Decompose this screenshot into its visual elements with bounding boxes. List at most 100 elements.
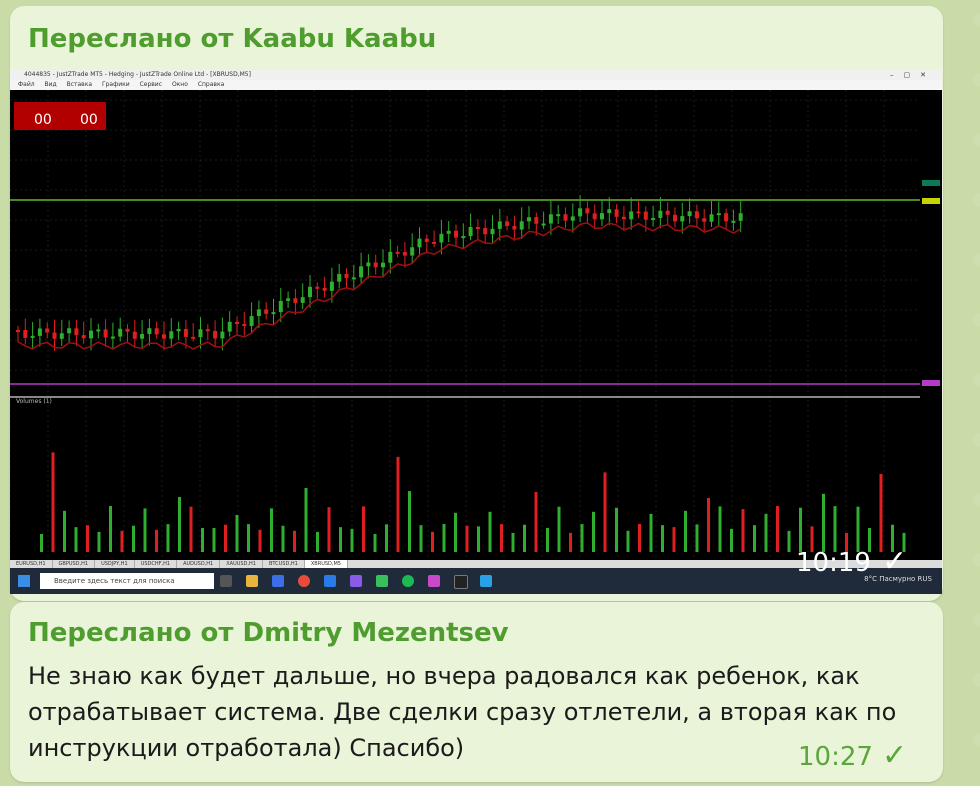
app-icon[interactable]: [428, 575, 440, 587]
volume-bar: [741, 509, 745, 552]
volume-bar: [235, 514, 239, 552]
volume-bar: [247, 524, 250, 552]
candle-body: [154, 328, 159, 335]
menu-item[interactable]: Справка: [197, 81, 225, 88]
candle-body: [548, 214, 553, 224]
candle-body: [118, 328, 123, 337]
volume-bar: [661, 525, 664, 552]
candle-body: [359, 266, 364, 278]
candle-body: [329, 281, 334, 291]
menu-item[interactable]: Графики: [101, 81, 130, 88]
volume-bar: [442, 524, 446, 552]
terminal-icon[interactable]: [454, 575, 468, 589]
chart-tab[interactable]: AUDUSD,H1: [177, 560, 221, 568]
candle-body: [512, 225, 517, 230]
chart-tab[interactable]: XAUUSD,H1: [220, 560, 263, 568]
candle-body: [658, 210, 663, 218]
mail-icon[interactable]: [272, 575, 284, 587]
candle-body: [198, 329, 203, 338]
candle-body: [220, 331, 225, 339]
whatsapp-icon[interactable]: [376, 575, 388, 587]
volume-bar: [764, 513, 768, 552]
candle-body: [373, 262, 378, 268]
candle-body: [286, 298, 291, 301]
candle-body: [337, 273, 342, 282]
candle-body: [110, 336, 115, 339]
menu-item[interactable]: Вставка: [66, 81, 93, 88]
menu-item[interactable]: Сервис: [139, 81, 163, 88]
price-chart[interactable]: Volumes (1): [10, 90, 942, 560]
volume-bar: [201, 527, 204, 552]
chrome-icon[interactable]: [298, 575, 310, 587]
system-tray[interactable]: 8°C Пасмурно RUS: [864, 575, 932, 583]
spotify-icon[interactable]: [402, 575, 414, 587]
candle-body: [709, 214, 714, 222]
candle-body: [402, 252, 407, 256]
check-icon: ✓: [882, 738, 908, 773]
start-icon[interactable]: [18, 575, 30, 587]
candle-body: [169, 331, 174, 339]
volume-bar: [557, 506, 561, 552]
volume-bar: [787, 530, 791, 552]
price-tag-level: [922, 198, 940, 204]
candle-body: [483, 228, 488, 235]
window-controls[interactable]: –▢✕: [890, 71, 936, 79]
candle-body: [475, 227, 480, 230]
chart-tab[interactable]: BTCUSD,H1: [263, 560, 305, 568]
taskbar-search-input[interactable]: Введите здесь текст для поиска: [40, 573, 214, 589]
volume-bar: [373, 533, 377, 552]
volume-bar: [316, 531, 319, 552]
candle-body: [103, 329, 108, 338]
forwarded-from-label[interactable]: Переслано от Kaabu Kaabu: [28, 24, 437, 54]
app-icon[interactable]: [350, 575, 362, 587]
volume-bar: [224, 524, 227, 552]
volume-bar: [155, 529, 158, 552]
volume-bar: [684, 510, 687, 552]
candle-body: [570, 216, 575, 221]
chart-tab[interactable]: XBRUSD,M5: [304, 560, 348, 568]
volume-bar: [511, 532, 515, 552]
volume-bar: [695, 524, 699, 552]
volume-bar: [178, 496, 181, 552]
volume-bar: [672, 527, 676, 552]
volume-bar: [718, 506, 722, 552]
menu-item[interactable]: Окно: [171, 81, 188, 88]
candle-body: [381, 262, 385, 268]
chart-tab[interactable]: EURUSD,H1: [10, 560, 53, 568]
chart-tab[interactable]: USDJPY,H1: [95, 560, 135, 568]
candle-body: [45, 328, 50, 333]
chart-tab[interactable]: GBPUSD,H1: [53, 560, 96, 568]
volume-bar: [270, 508, 273, 552]
telegram-icon[interactable]: [480, 575, 492, 587]
edge-icon[interactable]: [324, 575, 336, 587]
candle-body: [242, 323, 247, 326]
candle-body: [308, 286, 312, 298]
file-explorer-icon[interactable]: [246, 575, 258, 587]
forwarded-from-label[interactable]: Переслано от Dmitry Mezentsev: [28, 618, 509, 648]
candle-body: [585, 208, 590, 214]
menu-item[interactable]: Вид: [44, 81, 57, 88]
candle-body: [183, 328, 188, 337]
check-icon: ✓: [882, 544, 908, 579]
candle-body: [89, 330, 93, 339]
volume-bar: [534, 491, 538, 552]
candle-body: [636, 211, 641, 214]
one-click-trading-panel[interactable]: 00 00: [14, 102, 106, 130]
message-text: Не знаю как будет дальше, но вчера радов…: [28, 662, 897, 762]
message-bubble-2[interactable]: [10, 602, 943, 782]
candle-body: [629, 211, 634, 220]
trading-screenshot[interactable]: 4044835 - JustZTrade MT5 - Hedging - Jus…: [10, 70, 942, 594]
candle-body: [738, 213, 743, 221]
chart-tab[interactable]: USDCHF,H1: [135, 560, 178, 568]
candle-body: [651, 217, 656, 220]
task-view-icon[interactable]: [220, 575, 232, 587]
volume-bar: [350, 528, 354, 552]
menu-item[interactable]: Файл: [18, 81, 35, 88]
volume-bar: [120, 530, 124, 552]
candle-body: [315, 286, 320, 289]
volume-bar: [649, 513, 653, 552]
candle-body: [249, 316, 254, 326]
candle-body: [176, 328, 181, 332]
candle-body: [140, 334, 145, 339]
price-tag-bid: [922, 180, 940, 186]
